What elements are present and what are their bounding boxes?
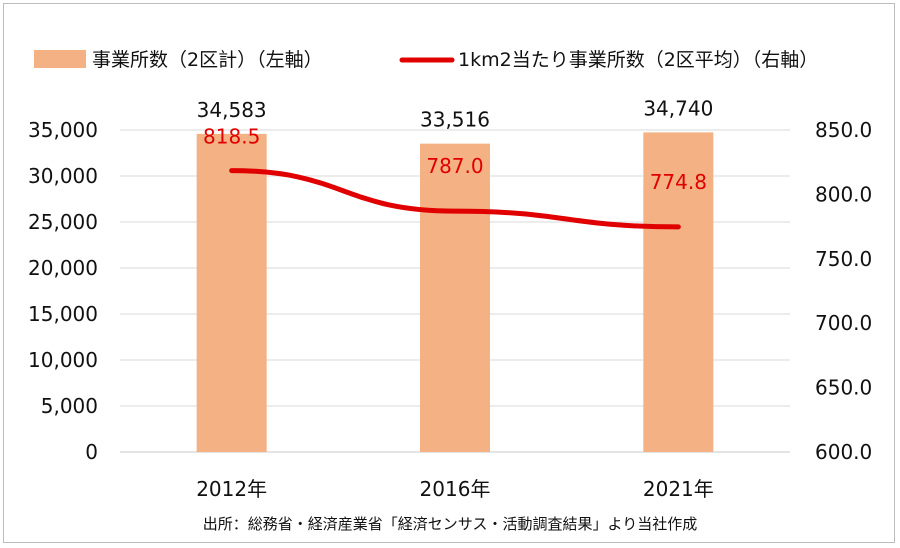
y-right-tick-label: 850.0 (815, 118, 872, 142)
line-data-label: 787.0 (426, 154, 483, 178)
x-tick-label: 2016年 (420, 477, 491, 501)
line-series (229, 168, 681, 230)
bar (196, 133, 267, 452)
bar-data-label: 33,516 (420, 108, 490, 132)
y-right-tick-label: 600.0 (815, 440, 872, 464)
y-left-tick-label: 25,000 (28, 210, 98, 234)
y-right-tick-label: 650.0 (815, 376, 872, 400)
legend-swatch-bar (34, 50, 86, 68)
y-right-tick-label: 700.0 (815, 311, 872, 335)
y-left-tick-label: 30,000 (28, 164, 98, 188)
y-left-tick-label: 10,000 (28, 348, 98, 372)
y-right-tick-label: 750.0 (815, 247, 872, 271)
bar-data-label: 34,583 (197, 98, 267, 122)
legend-label-line: 1km2当たり事業所数（2区平均）（右軸） (458, 49, 818, 71)
source-note: 出所：総務省・経済産業省「経済センサス・活動調査結果」より当社作成 (202, 515, 698, 533)
y-left-tick-label: 0 (85, 440, 98, 464)
line-data-label: 818.5 (203, 125, 260, 149)
bar (420, 143, 490, 452)
y-left-tick-label: 20,000 (28, 256, 98, 280)
x-tick-label: 2021年 (643, 477, 714, 501)
y-right-tick-label: 800.0 (815, 182, 872, 206)
bar (643, 132, 714, 452)
x-tick-label: 2012年 (196, 477, 267, 501)
bar-data-label: 34,740 (643, 96, 713, 120)
y-left-tick-label: 5,000 (41, 394, 98, 418)
y-left-tick-label: 35,000 (28, 118, 98, 142)
line-data-label: 774.8 (650, 170, 707, 194)
y-left-tick-label: 15,000 (28, 302, 98, 326)
legend-label-bar: 事業所数（2区計）（左軸） (92, 49, 323, 71)
